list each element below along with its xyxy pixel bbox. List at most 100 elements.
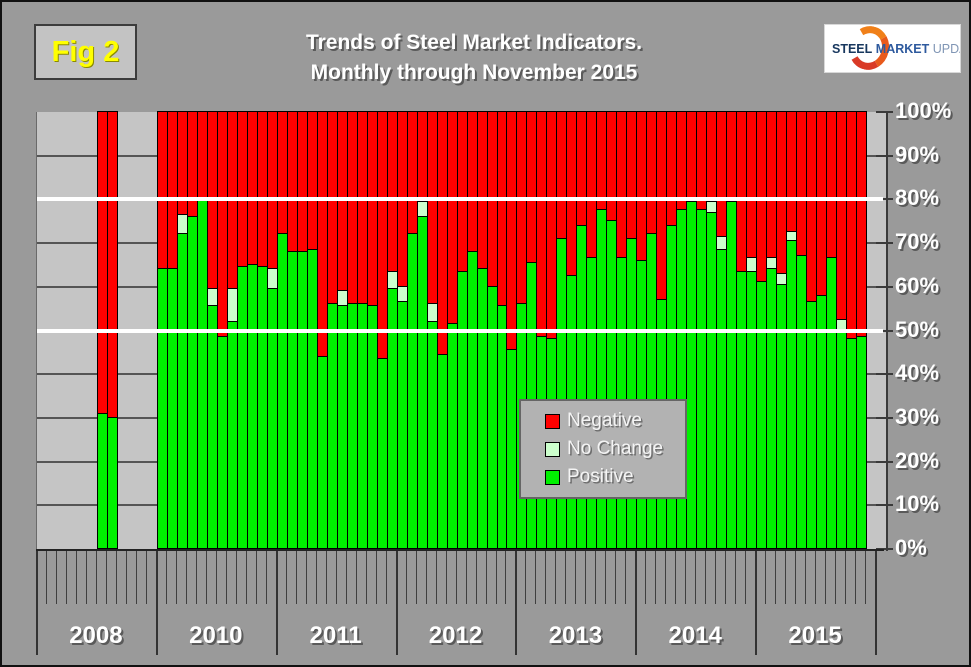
- month-tick: [105, 550, 107, 604]
- x-axis-year-label-2011: 2011: [309, 622, 362, 649]
- month-tick: [335, 550, 337, 604]
- year-separator: [395, 550, 398, 655]
- logo-word-steel: STEEL: [832, 42, 873, 56]
- legend-swatch-negative: [545, 413, 560, 429]
- year-separator: [36, 550, 38, 655]
- y-tick-label-10: 10%: [895, 491, 940, 517]
- year-separator: [275, 550, 278, 655]
- y-tick-40: [876, 373, 893, 376]
- y-tick-label-20: 20%: [895, 447, 940, 473]
- x-axis-line: [36, 549, 884, 551]
- year-separator: [635, 550, 638, 655]
- month-tick: [385, 550, 387, 604]
- chart-title: Trends of Steel Market Indicators. Month…: [214, 28, 734, 88]
- month-tick: [405, 550, 407, 604]
- y-tick-label-30: 30%: [895, 403, 940, 429]
- month-tick: [375, 550, 377, 604]
- y-tick-20: [876, 460, 893, 463]
- month-tick: [195, 550, 197, 604]
- month-tick: [175, 550, 177, 604]
- bar-2008-08: [106, 111, 118, 549]
- month-tick: [245, 550, 247, 604]
- y-tick-label-80: 80%: [895, 185, 940, 211]
- reference-line-50pct: [37, 328, 883, 333]
- month-tick: [76, 550, 77, 604]
- month-tick: [325, 550, 327, 604]
- month-tick: [355, 550, 357, 604]
- month-tick: [305, 550, 307, 604]
- segment-positive: [856, 336, 867, 549]
- logo-word-market: MARKET: [875, 42, 930, 56]
- month-tick: [205, 550, 207, 604]
- y-tick-100: [876, 111, 893, 113]
- month-tick: [675, 550, 677, 604]
- y-tick-label-40: 40%: [895, 360, 940, 386]
- y-tick-label-90: 90%: [895, 141, 940, 167]
- month-tick: [415, 550, 417, 604]
- year-separator: [755, 550, 758, 655]
- month-tick: [425, 550, 427, 604]
- month-tick: [685, 550, 687, 604]
- month-tick: [665, 550, 667, 604]
- month-tick: [115, 550, 117, 604]
- reference-line-80pct: [37, 197, 883, 202]
- x-axis-year-label-2014: 2014: [668, 622, 722, 649]
- month-tick: [805, 550, 807, 604]
- month-tick: [775, 550, 777, 604]
- y-axis-line: [886, 112, 888, 551]
- segment-negative: [856, 111, 867, 338]
- month-tick: [725, 550, 727, 604]
- legend-label-no_change: No Change: [567, 438, 664, 459]
- month-tick: [595, 550, 597, 604]
- y-tick-80: [876, 198, 893, 201]
- logo-word-update: UPDATE: [932, 42, 960, 56]
- month-tick: [66, 550, 67, 604]
- month-tick: [215, 550, 217, 604]
- month-tick: [185, 550, 187, 604]
- month-tick: [485, 550, 487, 604]
- legend-label-negative: Negative: [567, 410, 642, 431]
- month-tick: [295, 550, 297, 604]
- month-tick: [56, 550, 57, 604]
- month-tick: [625, 550, 627, 604]
- legend-box: Negative No Change Positive: [519, 399, 687, 499]
- y-tick-90: [876, 154, 893, 157]
- y-tick-label-60: 60%: [895, 272, 940, 298]
- month-tick: [435, 550, 437, 604]
- chart-title-line2: Monthly through November 2015: [310, 61, 638, 84]
- month-tick: [465, 550, 467, 604]
- month-tick: [445, 550, 447, 604]
- y-tick-70: [876, 242, 893, 245]
- month-tick: [95, 550, 97, 604]
- y-tick-label-50: 50%: [895, 316, 940, 342]
- month-tick: [495, 550, 497, 604]
- y-tick-label-70: 70%: [895, 229, 940, 255]
- month-tick: [735, 550, 737, 604]
- month-tick: [565, 550, 567, 604]
- month-tick: [745, 550, 747, 604]
- month-tick: [255, 550, 257, 604]
- y-tick-10: [876, 504, 893, 507]
- month-tick: [655, 550, 657, 604]
- month-tick: [345, 550, 347, 604]
- month-tick: [575, 550, 577, 604]
- month-tick: [525, 550, 527, 604]
- x-axis-year-label-2012: 2012: [428, 622, 483, 649]
- month-tick: [265, 550, 267, 604]
- month-tick: [765, 550, 767, 604]
- month-tick: [815, 550, 817, 604]
- month-tick: [365, 550, 367, 604]
- month-tick: [645, 550, 647, 604]
- month-tick: [475, 550, 477, 604]
- chart-title-line1: Trends of Steel Market Indicators.: [305, 31, 643, 54]
- month-tick: [315, 550, 317, 604]
- plot-area: [36, 111, 887, 549]
- month-tick: [285, 550, 287, 604]
- steel-market-update-logo: STEEL MARKET UPDATE: [824, 24, 961, 73]
- month-tick: [615, 550, 617, 604]
- month-tick: [455, 550, 457, 604]
- month-tick: [705, 550, 707, 604]
- x-axis-year-label-2013: 2013: [548, 622, 603, 649]
- y-tick-label-0: 0%: [895, 535, 927, 560]
